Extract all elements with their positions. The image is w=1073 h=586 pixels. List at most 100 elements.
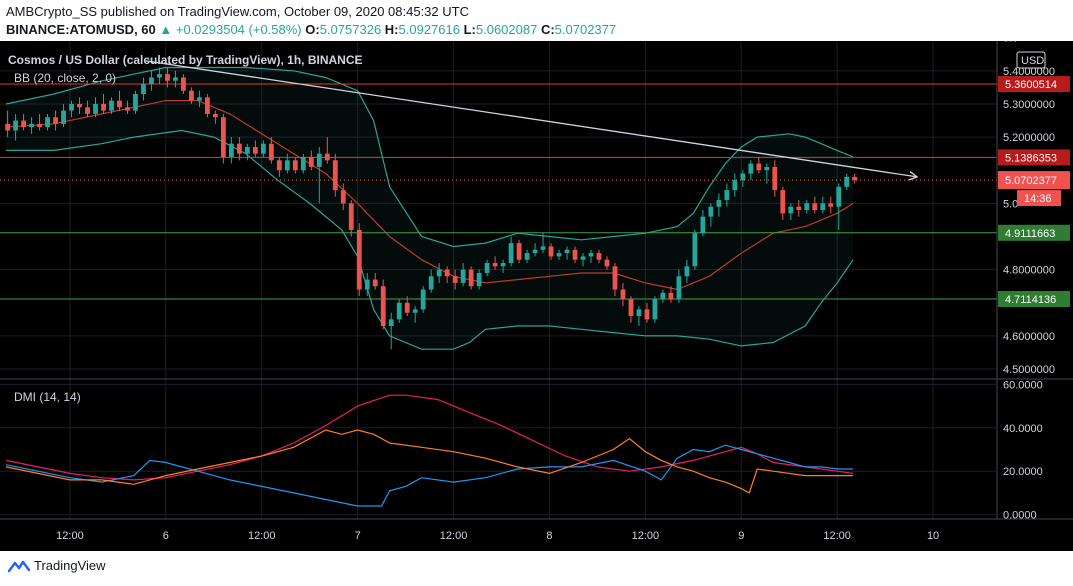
countdown-label: 14:36 [1024, 193, 1052, 205]
candle-body [548, 246, 554, 257]
candle-body [332, 160, 338, 191]
resistance-level-tag [998, 149, 1070, 166]
candle-body [492, 263, 498, 267]
di-plus-line [5, 444, 854, 507]
candle-body [844, 176, 850, 187]
candle-body [676, 276, 682, 300]
candle-body [780, 190, 786, 214]
candle-body [372, 279, 378, 287]
candle-body [133, 94, 138, 111]
dmi-indicator-label: DMI (14, 14) [14, 390, 81, 404]
price-tick-label: 5.3000000 [1003, 99, 1055, 111]
candle-body [756, 163, 762, 171]
close-label: C: [540, 22, 555, 37]
candle-body [69, 103, 74, 111]
dmi-pane[interactable]: 60.0000 40.0000 20.0000 0.0000 DMI (14, 14) [0, 379, 1043, 522]
candle-body [556, 253, 562, 257]
symbol-label: BINANCE:ATOMUSD, 60 [6, 22, 156, 37]
trendline-line [145, 60, 918, 178]
candle-body [189, 90, 194, 101]
candle-body [436, 269, 442, 277]
candle-body [700, 216, 706, 234]
candle-body [252, 147, 258, 154]
candle-body [388, 319, 394, 326]
candle-body [109, 100, 114, 111]
candle-body [53, 117, 58, 124]
bb-fill [6, 67, 854, 350]
price-tick-label: 5.4000000 [1003, 66, 1055, 78]
candle-body [204, 97, 210, 114]
candle-body [157, 74, 162, 78]
candle-body [300, 156, 306, 171]
time-tick-label: 7 [355, 530, 361, 542]
candle-body [324, 153, 330, 161]
currency-badge-box [1016, 51, 1046, 69]
candle-body [45, 117, 50, 128]
support-level-tag [998, 224, 1070, 241]
candle-body [524, 253, 530, 260]
support-level-label: 4.7114136 [1005, 294, 1056, 306]
footer-brand[interactable]: TradingView [8, 558, 106, 573]
trendline-arrow [908, 170, 919, 181]
price-change: ▲ +0.0293504 (+0.58%) [159, 22, 302, 37]
bb-indicator-label: BB (20, close, 2, 0) [14, 71, 116, 85]
candle-body [636, 309, 642, 317]
candle-body [796, 206, 802, 210]
dmi-tick-label: 0.0000 [1003, 510, 1037, 522]
price-tick-label: 5.0 [1003, 198, 1018, 210]
candle-body [21, 120, 26, 128]
candle-body [428, 276, 434, 290]
tradingview-logo-icon [8, 560, 30, 572]
chart-title: Cosmos / US Dollar (calculated by Tradin… [8, 53, 363, 67]
resistance-level-label: 5.3600514 [1005, 79, 1057, 91]
candle-body [788, 206, 794, 214]
countdown-tag [1017, 190, 1061, 207]
candle-body [572, 249, 578, 260]
candle-body [476, 272, 482, 287]
candle-body [420, 289, 426, 310]
ohlc-bar: BINANCE:ATOMUSD, 60 ▲ +0.0293504 (+0.58%… [6, 22, 616, 37]
time-tick-label: 12:00 [440, 530, 468, 542]
candle-body [260, 143, 266, 154]
candle-body [516, 243, 522, 260]
dmi-axis[interactable]: 60.0000 40.0000 20.0000 0.0000 [1003, 379, 1043, 521]
chart-area[interactable]: 5.5 5.4000000 5.3000000 5.2000000 5.0 4.80000… [0, 41, 1073, 551]
candle-body [444, 269, 450, 277]
candle-body [228, 143, 234, 157]
time-tick-label: 12:00 [823, 530, 851, 542]
candle-body [212, 113, 218, 118]
candle-body [836, 186, 842, 207]
adx-line [5, 394, 854, 481]
candle-body [356, 229, 362, 290]
candle-body [173, 77, 178, 81]
candle-body [380, 286, 386, 326]
candle-body [284, 160, 290, 171]
candle-body [852, 176, 858, 181]
candle-body [668, 292, 674, 300]
candle-body [604, 259, 610, 267]
candle-body [77, 103, 82, 108]
candle-body [620, 289, 626, 300]
price-pane[interactable]: 5.5 5.4000000 5.3000000 5.2000000 5.0 4.80000… [0, 41, 1073, 551]
time-tick-label: 12:00 [56, 530, 84, 542]
di-minus-line [5, 429, 854, 494]
candle-body [596, 253, 602, 260]
candle-body [117, 100, 122, 108]
candle-body [828, 203, 834, 207]
trendline[interactable] [145, 60, 919, 181]
candle-body [340, 190, 346, 204]
price-axis-labels: 5.3600514 5.1386353 4.9111663 4.7114136 5.07… [998, 51, 1070, 308]
candle-body [308, 156, 314, 167]
close-value: 5.0702377 [554, 22, 617, 37]
candle-body [5, 123, 10, 131]
last-price-label: 5.0702377 [1005, 175, 1057, 187]
candle-body [316, 153, 322, 167]
candle-body [716, 200, 722, 207]
candle-body [412, 309, 418, 313]
candle-body [276, 160, 282, 171]
currency-badge: USD [1021, 55, 1044, 67]
time-axis[interactable]: 12:00 6 12:00 7 12:00 8 12:00 9 12:00 10 [0, 518, 1073, 542]
candle-body [564, 249, 570, 254]
candle-body [540, 246, 546, 250]
candle-body [804, 203, 810, 210]
